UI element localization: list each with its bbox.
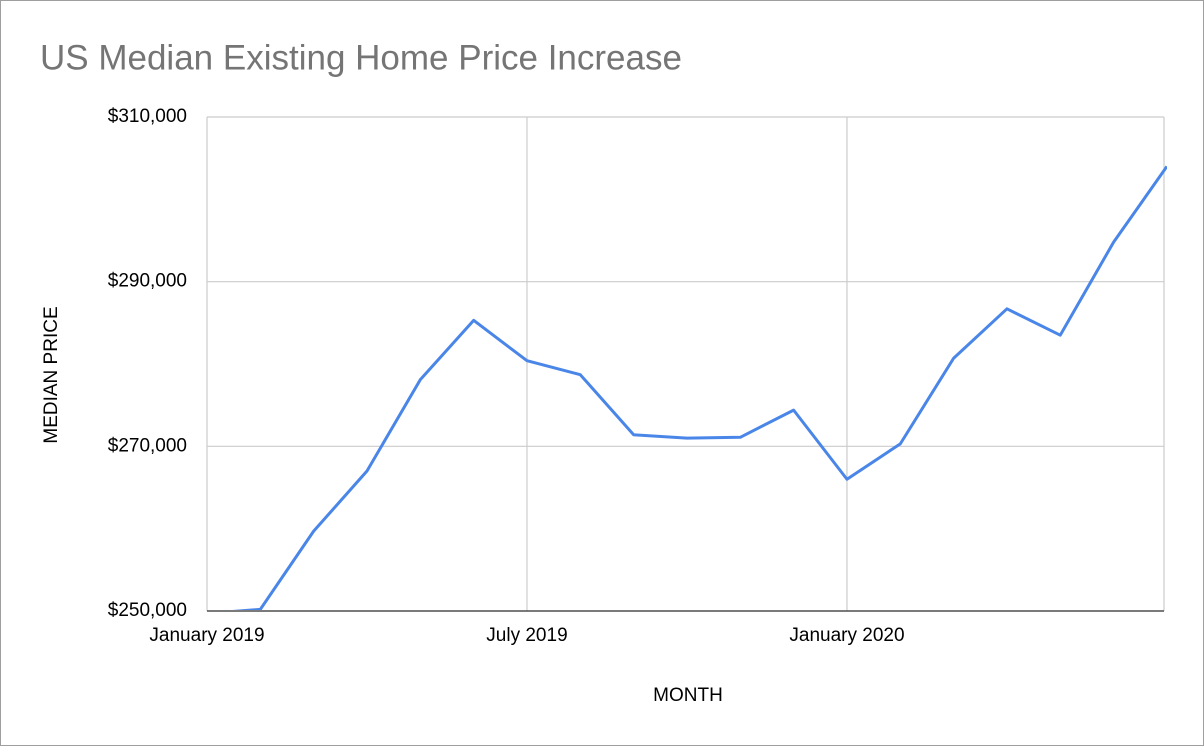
y-tick-label: $270,000 xyxy=(108,435,187,456)
y-tick-label: $250,000 xyxy=(108,600,187,621)
y-axis-label: MEDIAN PRICE xyxy=(41,306,62,443)
chart-title: US Median Existing Home Price Increase xyxy=(40,38,682,77)
y-tick-label: $290,000 xyxy=(108,271,187,292)
x-axis-label: MONTH xyxy=(653,685,723,706)
x-tick-label: January 2019 xyxy=(149,625,264,646)
y-tick-label: $310,000 xyxy=(108,106,187,127)
x-tick-label: July 2019 xyxy=(486,625,567,646)
x-tick-label: January 2020 xyxy=(789,625,904,646)
data-line xyxy=(232,165,1167,610)
